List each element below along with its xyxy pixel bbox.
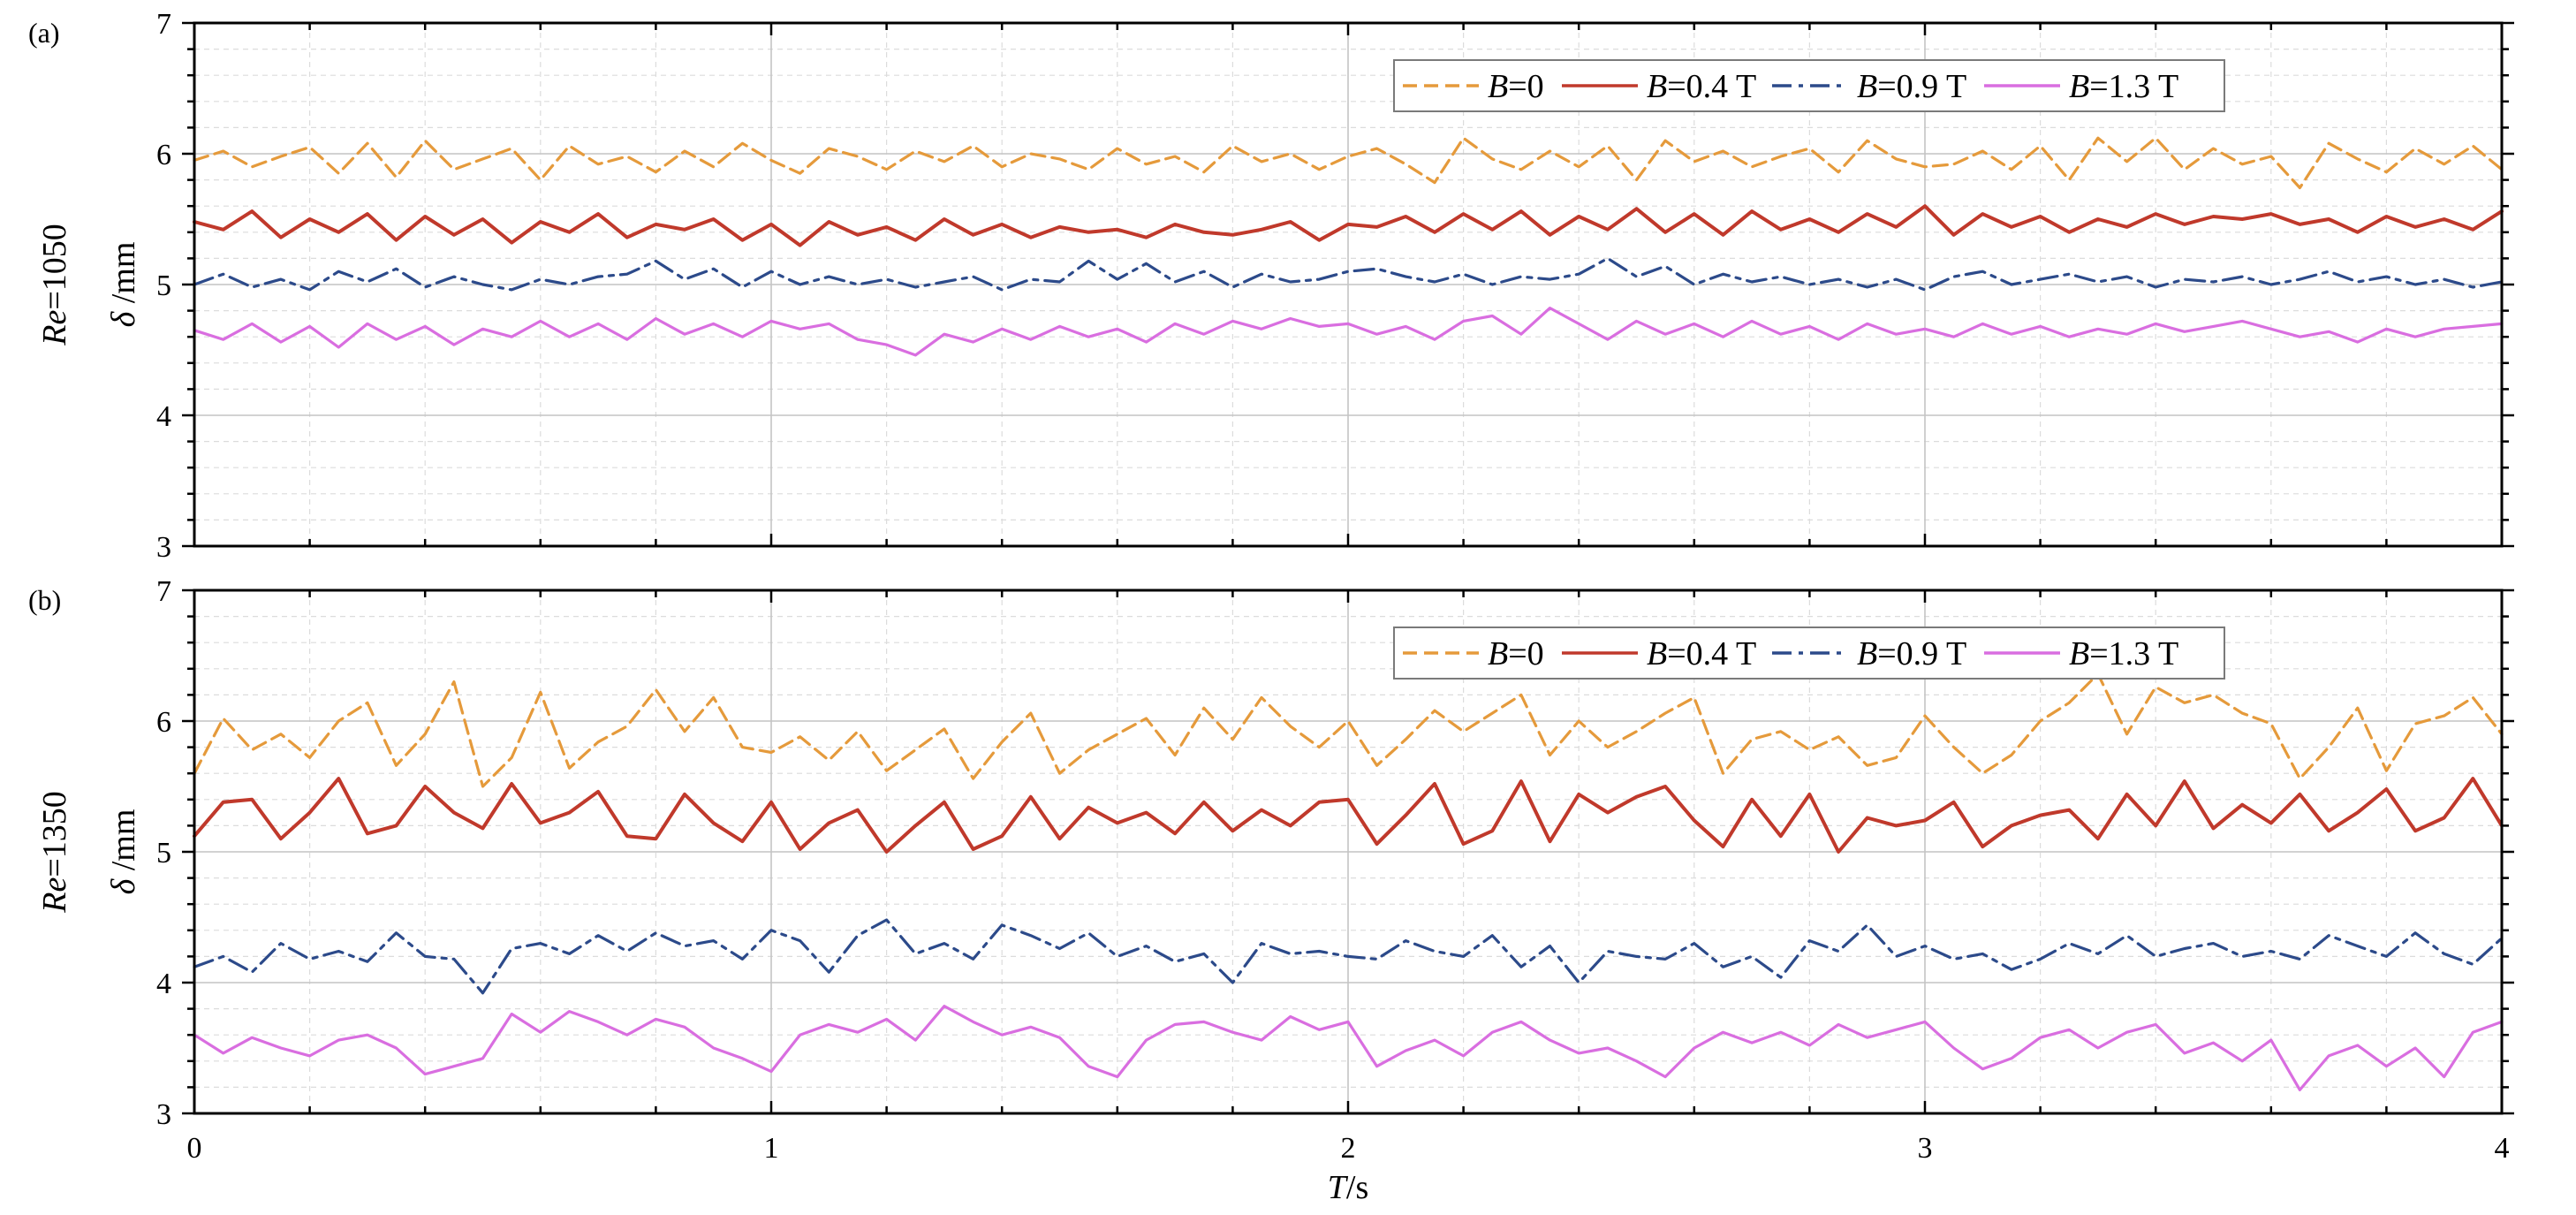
legend-entry-label: B=0.9 T <box>1857 635 1966 672</box>
x-tick-label: 0 <box>187 1132 202 1165</box>
series-line-b-1-3-t <box>193 307 2504 357</box>
x-tick-label: 2 <box>1341 1132 1356 1165</box>
series-line-b-0-9-t <box>193 918 2504 995</box>
y-axis-title: δ /mm <box>105 809 142 895</box>
legend: B=0 B=0.4 T B=0.9 T B=1.3 T <box>1393 626 2225 680</box>
legend-entry-label: B=0.4 T <box>1647 68 1756 105</box>
panel-label: (a) <box>28 17 60 49</box>
x-axis-title-text: T/s <box>1328 1169 1369 1206</box>
y-tick-label: 7 <box>156 575 171 608</box>
y-tick-label: 7 <box>156 8 171 41</box>
legend-entry-label: B=0.4 T <box>1647 635 1756 672</box>
legend-entry-label: B=1.3 T <box>2069 68 2178 105</box>
legend-entry-label: B=0.9 T <box>1857 68 1966 105</box>
legend-box <box>1393 59 2225 112</box>
panel-a: 3 4 5 6 7 (a) Re=1050 δ /mm B=0 B=0.4 T B=0.9 T B=1… <box>28 8 2514 564</box>
series-line-b-0-4-t <box>193 777 2504 854</box>
legend-entry-label: B=0 <box>1488 635 1544 672</box>
series-line-b-0-9-t <box>193 256 2504 292</box>
y-tick-label: 6 <box>156 706 171 739</box>
y-tick-label: 3 <box>156 531 171 564</box>
series-line-b-0-4-t <box>193 204 2504 247</box>
series-line-b-1-3-t <box>193 1004 2504 1092</box>
y-tick-label: 4 <box>156 400 171 433</box>
x-axis-title: T/s <box>1328 1169 1369 1206</box>
legend: B=0 B=0.4 T B=0.9 T B=1.3 T <box>1393 59 2225 112</box>
legend-box <box>1393 626 2225 680</box>
x-tick-label: 1 <box>764 1132 779 1165</box>
series-line-b-0 <box>193 136 2504 190</box>
panel-b: 3 4 5 6 7 0 1 2 3 4 (b) Re=1350 δ /mm B=0 B=0.4 T B=0.9… <box>28 575 2514 1165</box>
x-tick-label: 4 <box>2495 1132 2510 1165</box>
y-tick-label: 5 <box>156 270 171 302</box>
legend-entry-label: B=1.3 T <box>2069 635 2178 672</box>
y-tick-label: 6 <box>156 139 171 171</box>
x-tick-label: 3 <box>1918 1132 1933 1165</box>
row-label: Re=1050 <box>36 224 73 346</box>
legend-entry-label: B=0 <box>1488 68 1544 105</box>
y-tick-label: 3 <box>156 1098 171 1131</box>
y-tick-label: 4 <box>156 968 171 1000</box>
row-label: Re=1350 <box>36 791 73 914</box>
panel-label: (b) <box>28 584 61 616</box>
series-line-b-0 <box>193 672 2504 788</box>
y-axis-title: δ /mm <box>105 242 142 328</box>
y-tick-label: 5 <box>156 837 171 869</box>
